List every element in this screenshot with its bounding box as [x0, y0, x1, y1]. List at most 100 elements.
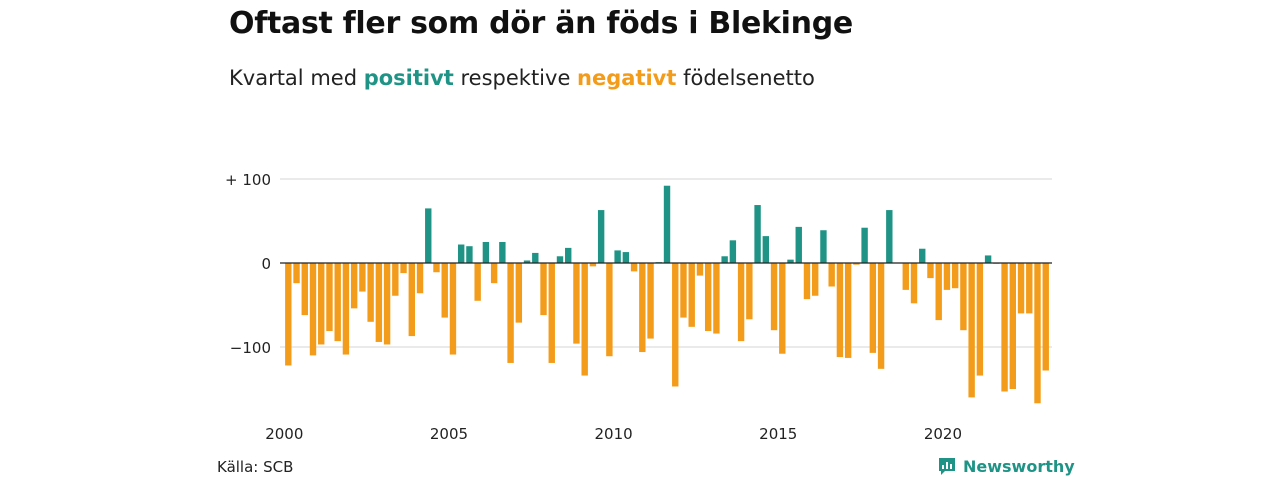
bar: [919, 248, 926, 263]
bar: [614, 250, 621, 263]
bar: [285, 263, 292, 366]
bar: [342, 263, 350, 355]
bar: [877, 263, 885, 369]
bar: [589, 263, 597, 267]
bar: [309, 263, 317, 356]
bar: [392, 263, 399, 296]
bar: [935, 263, 942, 321]
bar: [713, 263, 720, 334]
y-tick-label: + 100: [225, 171, 271, 189]
bar: [729, 240, 737, 263]
brand: Newsworthy: [937, 456, 1075, 476]
bar: [704, 263, 712, 332]
bar: [820, 230, 827, 263]
bar: [565, 247, 572, 263]
bar: [318, 263, 325, 345]
bar: [770, 263, 778, 331]
bar: [836, 263, 844, 358]
subtitle-after: födelsenetto: [676, 66, 815, 90]
x-tick-label: 2005: [430, 425, 468, 443]
bar: [968, 263, 975, 398]
bar: [540, 263, 547, 316]
bar: [416, 263, 424, 294]
bar: [556, 256, 564, 263]
bar: [869, 263, 877, 353]
bar: [507, 263, 514, 363]
bar: [532, 252, 539, 263]
bar: [630, 263, 638, 272]
bar: [449, 263, 457, 355]
bar: [688, 263, 695, 327]
bar: [1001, 263, 1008, 392]
x-tick-label: 2000: [265, 425, 303, 443]
bar: [581, 263, 588, 376]
bar: [943, 263, 951, 290]
source-note: Källa: SCB: [217, 458, 294, 476]
bar: [803, 263, 811, 300]
bar: [1034, 263, 1041, 404]
bar: [696, 263, 704, 276]
bar: [301, 263, 308, 316]
bar: [976, 263, 984, 376]
bar: [844, 263, 852, 358]
brand-name: Newsworthy: [963, 456, 1075, 476]
bar: [927, 263, 934, 279]
grid-lines: [280, 178, 1052, 348]
bar: [334, 263, 341, 342]
bar: [548, 263, 555, 363]
bar: [960, 263, 967, 331]
bar: [647, 263, 654, 339]
bar: [762, 236, 770, 263]
bar: [482, 242, 490, 263]
x-tick-label: 2015: [759, 425, 797, 443]
bar: [400, 263, 407, 274]
bar: [672, 263, 679, 387]
bar: [383, 263, 391, 345]
bar: [515, 263, 523, 323]
bar: [457, 244, 465, 263]
subtitle-positive: positivt: [363, 66, 454, 90]
x-tick-label: 2020: [924, 425, 962, 443]
bar: [606, 263, 613, 357]
y-axis-ticks: + 100 0 −100: [225, 171, 271, 357]
bar: [425, 208, 432, 263]
bar: [1017, 263, 1025, 314]
subtitle-middle: respektive: [453, 66, 578, 90]
bar: [499, 242, 506, 263]
subtitle-before: Kvartal med: [229, 66, 364, 90]
bar: [359, 263, 366, 292]
x-tick-label: 2010: [595, 425, 633, 443]
bar: [737, 263, 745, 342]
bar: [951, 263, 959, 289]
newsworthy-logo-icon: [939, 458, 955, 475]
bar: [367, 263, 374, 322]
bar: [721, 256, 728, 263]
bar: [293, 263, 300, 284]
chart-subtitle: Kvartal med positivt respektive negativt…: [229, 66, 815, 90]
bar: [433, 263, 440, 273]
bar: [441, 263, 448, 318]
y-tick-label: 0: [261, 255, 271, 273]
bar: [795, 226, 802, 263]
subtitle-negative: negativt: [577, 66, 677, 90]
bar: [466, 246, 473, 263]
bar: [490, 263, 498, 284]
bar: [779, 263, 786, 354]
bar: [1026, 263, 1033, 314]
bar: [573, 263, 580, 344]
bar: [326, 263, 333, 332]
bar: [746, 263, 753, 320]
bar: [754, 205, 761, 263]
bar: [597, 210, 605, 263]
y-tick-label: −100: [230, 339, 271, 357]
bar: [639, 263, 646, 353]
x-axis-ticks: 2000 2005 2010 2015 2020: [265, 425, 962, 443]
bar: [350, 263, 358, 309]
bar: [1009, 263, 1016, 389]
bar: [680, 263, 687, 318]
bar: [474, 263, 481, 301]
bar: [1042, 263, 1049, 371]
chart-title: Oftast fler som dör än föds i Blekinge: [229, 6, 853, 41]
bar: [812, 263, 819, 296]
